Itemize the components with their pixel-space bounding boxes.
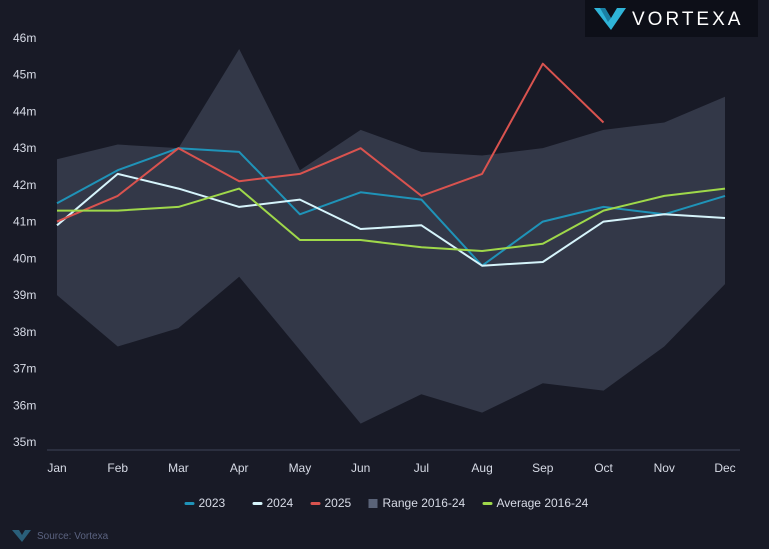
- y-tick-label: 46m: [13, 31, 36, 45]
- source-logo-icon: [12, 530, 31, 542]
- legend-label: 2023: [199, 496, 226, 510]
- vortexa-logo: VORTEXA: [585, 0, 758, 37]
- x-tick-label: Jan: [47, 461, 66, 475]
- legend-swatch: [482, 502, 493, 505]
- legend: 2023 2024 2025 Range 2016-24 Average 2016-24: [184, 496, 589, 510]
- legend-label: 2024: [267, 496, 294, 510]
- x-tick-label: Aug: [471, 461, 492, 475]
- y-tick-label: 36m: [13, 398, 36, 412]
- series-line-average-2016-24: [57, 187, 726, 252]
- y-tick-label: 41m: [13, 215, 36, 229]
- source-note: Source: Vortexa: [12, 530, 109, 542]
- legend-label: Average 2016-24: [497, 496, 589, 510]
- legend-item-2024: 2024: [252, 496, 294, 510]
- y-tick-label: 42m: [13, 178, 36, 192]
- series-lines: [56, 62, 726, 267]
- x-tick-labels: Jan Feb Mar Apr May Jun Jul Aug Sep Oct Nov Dec: [47, 461, 735, 475]
- y-tick-label: 38m: [13, 325, 36, 339]
- y-tick-label: 44m: [13, 104, 36, 118]
- y-tick-label: 43m: [13, 141, 36, 155]
- legend-swatch: [252, 502, 263, 505]
- x-tick-label: Nov: [654, 461, 675, 475]
- x-tick-label: Oct: [594, 461, 613, 475]
- x-tick-label: Jun: [351, 461, 370, 475]
- range-band-layer: [57, 49, 725, 424]
- vortexa-logo-mark: [594, 8, 626, 30]
- legend-item-range-2016-24: Range 2016-24: [368, 496, 466, 510]
- legend-swatch: [184, 502, 195, 505]
- vortexa-logo-text: VORTEXA: [632, 9, 743, 30]
- y-tick-label: 45m: [13, 68, 36, 82]
- y-tick-labels: 35m 36m 37m 38m 39m 40m 41m 42m 43m 44m 45m 46m: [13, 31, 36, 449]
- legend-item-2023: 2023: [184, 496, 226, 510]
- y-tick-label: 39m: [13, 288, 36, 302]
- source-text: Source: Vortexa: [37, 531, 109, 542]
- legend-label: Range 2016-24: [383, 496, 466, 510]
- legend-label: 2025: [325, 496, 352, 510]
- x-tick-label: Mar: [168, 461, 189, 475]
- x-tick-label: Dec: [714, 461, 735, 475]
- x-tick-label: May: [289, 461, 312, 475]
- series-line-2025: [56, 62, 605, 223]
- range-band: [57, 49, 725, 424]
- legend-swatch: [368, 499, 378, 508]
- legend-item-average-2016-24: Average 2016-24: [482, 496, 589, 510]
- x-tick-label: Sep: [532, 461, 554, 475]
- series-line-2024: [56, 172, 726, 267]
- y-tick-label: 40m: [13, 251, 36, 265]
- x-tick-label: Feb: [107, 461, 128, 475]
- y-tick-label: 37m: [13, 362, 36, 376]
- x-tick-label: Jul: [414, 461, 429, 475]
- y-tick-label: 35m: [13, 435, 36, 449]
- legend-item-2025: 2025: [310, 496, 352, 510]
- x-tick-label: Apr: [230, 461, 249, 475]
- legend-swatch: [310, 502, 321, 505]
